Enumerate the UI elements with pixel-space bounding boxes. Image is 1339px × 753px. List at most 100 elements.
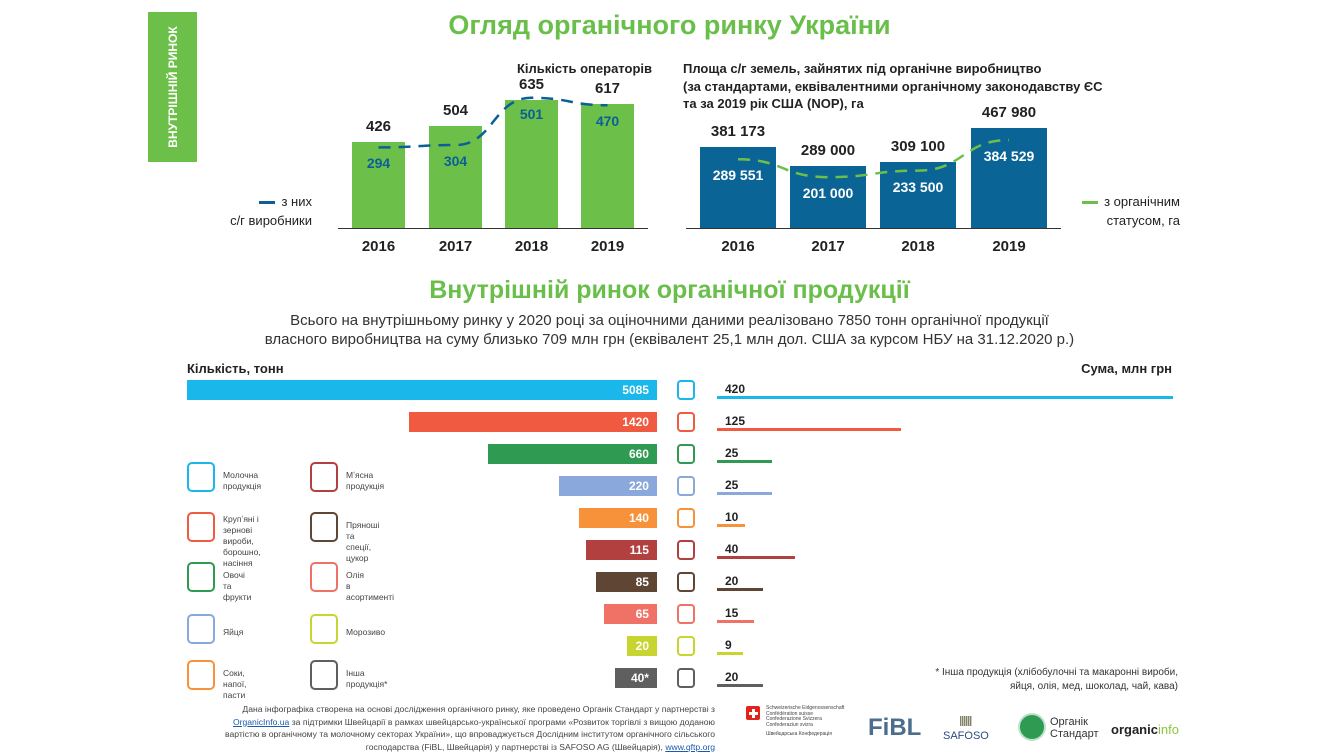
sum-value-label: 420 (725, 382, 746, 396)
legend-label-line: Овочі та (223, 570, 245, 591)
line-value-label: 501 (519, 105, 544, 122)
quantity-bar (603, 604, 657, 624)
quantity-bar (408, 412, 657, 432)
legend-label-line: Пряноші (346, 520, 380, 530)
legend-label-line: Молочна (223, 470, 259, 480)
legend-item-label: Мʼясна продукція (346, 470, 384, 492)
sum-value-label: 10 (725, 510, 739, 524)
sum-bar (717, 620, 755, 623)
wheat-icon (187, 512, 215, 542)
bar-value-label: 617 (594, 79, 621, 97)
vegetables-icon (187, 562, 215, 592)
legend-item-label: Овочі та фрукти (223, 570, 251, 603)
bar-value-label: 381 173 (710, 122, 766, 140)
year-tick-label: 2017 (438, 238, 473, 255)
footer-line1: Дана інфографіка створена на основі досл… (242, 704, 715, 714)
sum-bar (717, 588, 764, 591)
quantity-bar (579, 508, 657, 528)
area-chart-title: Площа с/г земель, зайнятих під органічне… (683, 60, 1103, 113)
bar-value-label: 635 (518, 76, 545, 93)
quantity-value-label: 85 (635, 575, 649, 589)
sum-bar (717, 460, 772, 463)
operators-legend: з них с/г виробники (218, 192, 312, 230)
legend-line1: з них (281, 194, 312, 209)
organicinfo-link[interactable]: OrganicInfo.ua (232, 716, 290, 727)
bar-2019 (971, 128, 1047, 228)
quantity-value-label: 65 (635, 607, 649, 621)
section-title: Внутрішній ринок органічної продукції (429, 276, 910, 304)
bar-value-label: 426 (365, 118, 392, 136)
x-axis-line (338, 228, 648, 229)
operators-chart-title: Кількість операторів (517, 61, 652, 76)
eggs-icon (187, 614, 215, 644)
footer-text: Дана інфографіка створена на основі досл… (180, 703, 715, 753)
legend-item-label: Соки, напої, пасти (223, 668, 246, 701)
summary-line1: Всього на внутрішньому ринку у 2020 році… (290, 312, 1049, 329)
sum-bar (717, 684, 764, 687)
leaf-icon (677, 668, 695, 688)
legend-line-swatch (259, 201, 276, 205)
spices-icon (677, 572, 695, 592)
quantity-bar (559, 476, 657, 496)
footnote-line1: * Інша продукція (хлібобулочні та макаро… (935, 667, 1178, 678)
legend-label-line: вироби, борошно, (223, 536, 261, 557)
legend-label-line: Яйця (223, 627, 244, 637)
area-legend: з органічним статусом, га (1068, 192, 1180, 230)
milk-icon (187, 462, 215, 492)
trend-line-path (737, 138, 1010, 179)
area-title-line3: та за 2019 рік США (NOP), га (683, 96, 864, 111)
leaf-icon (310, 660, 338, 690)
legend-label-line: фрукти (223, 592, 252, 602)
legend-label-line: напої, пасти (223, 679, 247, 700)
year-tick-label: 2019 (992, 238, 1026, 255)
legend-label-line: Соки, (223, 668, 245, 678)
legend-label-line: Морозиво (346, 627, 386, 637)
sum-value-label: 20 (725, 574, 739, 588)
line-value-label: 201 000 (802, 185, 854, 202)
legend-label-line: та спеції, цукор (346, 531, 372, 563)
safoso-mark-icon (960, 716, 972, 726)
sum-bar (717, 524, 745, 527)
legend-line2: с/г виробники (230, 213, 312, 228)
oil-icon (677, 604, 695, 624)
sum-value-label: 25 (725, 446, 739, 460)
bar-2017 (429, 126, 482, 228)
line-value-label: 289 551 (712, 167, 764, 184)
fibl-logo: FiBL (868, 714, 922, 741)
sum-value-label: 40 (725, 542, 739, 556)
sum-bar (717, 556, 796, 559)
bar-2017 (790, 166, 866, 228)
qftp-link[interactable]: www.qftp.org (665, 741, 715, 752)
quantity-value-label: 5085 (622, 383, 649, 397)
quantity-value-label: 20 (635, 639, 649, 653)
quantity-bar (487, 444, 657, 464)
footnote: * Інша продукція (хлібобулочні та макаро… (900, 666, 1178, 694)
quantity-value-label: 140 (628, 511, 649, 525)
sum-value-label: 15 (725, 606, 739, 620)
wheat-icon (677, 412, 695, 432)
sausage-icon (677, 540, 695, 560)
quantity-bar (615, 668, 657, 688)
oil-icon (310, 562, 338, 592)
sum-bar (717, 652, 743, 655)
sum-label: Сума, млн грн (1081, 361, 1172, 376)
legend-item-label: Олія в асортименті (346, 570, 394, 603)
area-title-line2: (за стандартами, еквівалентними органічн… (683, 78, 1103, 94)
legend-item-label: Пряноші та спеції, цукор (346, 520, 379, 564)
legend-item-label: Молочна продукція (223, 470, 261, 492)
juice-icon (677, 508, 695, 528)
legend-label-line: насіння (223, 558, 253, 568)
organic-standard-logo: Органік Стандарт (1050, 716, 1099, 740)
bar-2018 (880, 161, 956, 228)
vegetables-icon (677, 444, 695, 464)
market-summary: Всього на внутрішньому ринку у 2020 році… (0, 311, 1339, 349)
swiss-logo-text: Schweizerische Eidgenossenschaft Confédér… (766, 705, 845, 737)
footer-line2: за підтримки Швейцарії в рамках швейцарс… (289, 716, 715, 727)
legend-item-label: Інша продукція* (346, 668, 387, 690)
line-value-label: 384 529 (983, 147, 1035, 164)
line-value-label: 470 (595, 113, 620, 130)
year-tick-label: 2016 (721, 238, 755, 255)
footer-line3: вартістю в органічному та молочному сект… (225, 729, 715, 739)
bar-2019 (581, 103, 634, 228)
x-axis-line (686, 228, 1061, 229)
